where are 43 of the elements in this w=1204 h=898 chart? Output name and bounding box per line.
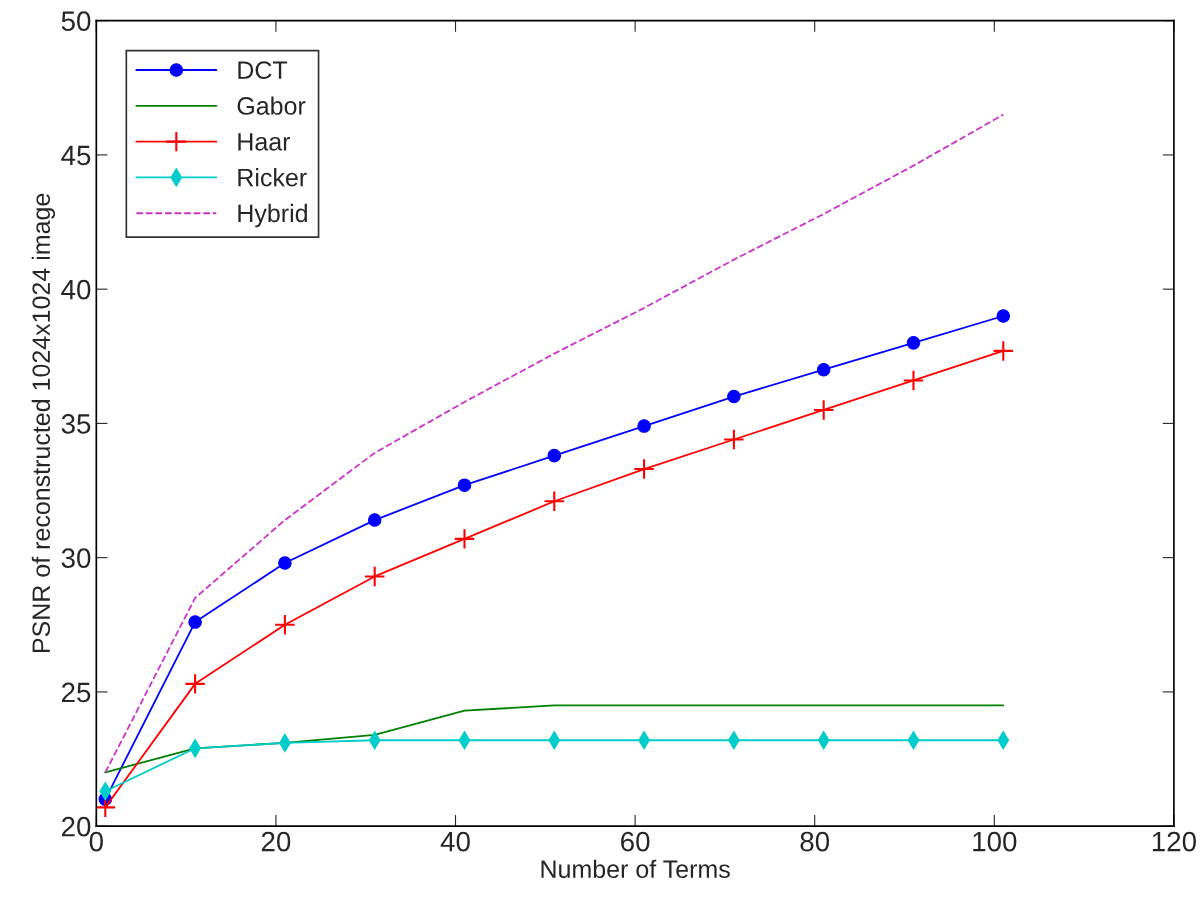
point [278,556,292,570]
line-series [104,704,1005,774]
x-tick-label: 100 [973,831,1017,852]
point [188,615,202,629]
point [633,458,655,480]
x-axis-title: Number of Terms [541,859,730,879]
y-tick-label: 45 [61,145,91,166]
legend-label: Hybrid [238,203,307,228]
point [547,448,562,463]
legend-label: Gabor [237,96,306,115]
x-tick-label: 0 [89,831,103,852]
x-tick-label: 80 [800,831,830,852]
y-tick-label: 25 [61,682,91,703]
point [457,478,472,492]
point [996,309,1011,323]
point [184,673,206,695]
legend-label: DCT [238,61,288,80]
point [363,565,386,588]
y-tick-label: 30 [61,548,91,568]
point [812,399,835,421]
point [637,419,651,433]
x-tick-label: 40 [440,831,470,852]
y-tick-label: 40 [61,279,91,300]
y-tick-label: 50 [61,11,91,31]
point [723,428,745,451]
x-tick-label: 20 [261,831,291,852]
point [727,389,741,404]
point [906,336,921,350]
y-axis-title: PSNR of reconstructed 1024x1024 image [31,193,56,653]
point [543,490,566,513]
x-tick-label: 120 [1152,831,1196,852]
point [902,369,925,392]
legend-label: Haar [238,133,291,151]
legend-label: Ricker [238,168,307,187]
y-tick-label: 35 [61,414,91,434]
point [274,614,296,636]
point [453,528,476,550]
point [992,340,1015,362]
point [816,362,831,377]
y-tick-label: 20 [61,816,91,837]
line-series [104,113,1005,774]
x-tick-label: 60 [621,831,650,852]
point [367,513,382,527]
